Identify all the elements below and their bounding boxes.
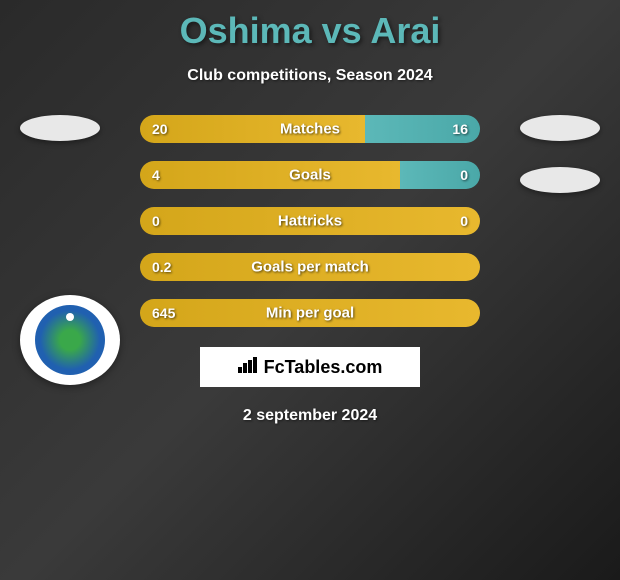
- stat-label: Goals: [289, 167, 331, 184]
- subtitle: Club competitions, Season 2024: [0, 67, 620, 85]
- value-left: 645: [152, 305, 175, 321]
- watermark-text: FcTables.com: [264, 357, 383, 378]
- value-left: 4: [152, 167, 160, 183]
- stat-row-min-per-goal: 645 Min per goal: [0, 299, 620, 327]
- stat-label: Matches: [280, 121, 340, 138]
- value-right: 16: [452, 121, 468, 137]
- stat-row-goals-per-match: 0.2 Goals per match: [0, 253, 620, 281]
- value-left: 0.2: [152, 259, 171, 275]
- bar-container: 4 Goals 0: [140, 161, 480, 189]
- value-right: 0: [460, 213, 468, 229]
- stat-label: Min per goal: [266, 305, 354, 322]
- value-left: 0: [152, 213, 160, 229]
- stat-row-matches: 20 Matches 16: [0, 115, 620, 143]
- bar-container: 20 Matches 16: [140, 115, 480, 143]
- value-left: 20: [152, 121, 168, 137]
- bar-container: 0.2 Goals per match: [140, 253, 480, 281]
- bar-left: [140, 161, 400, 189]
- stat-label: Goals per match: [251, 259, 369, 276]
- stat-label: Hattricks: [278, 213, 342, 230]
- stats-container: 20 Matches 16 4 Goals 0 0 Hattricks 0 0.…: [0, 115, 620, 327]
- date-text: 2 september 2024: [0, 407, 620, 425]
- page-title: Oshima vs Arai: [0, 0, 620, 52]
- bar-container: 645 Min per goal: [140, 299, 480, 327]
- bar-container: 0 Hattricks 0: [140, 207, 480, 235]
- stat-row-hattricks: 0 Hattricks 0: [0, 207, 620, 235]
- stat-row-goals: 4 Goals 0: [0, 161, 620, 189]
- watermark: FcTables.com: [200, 347, 420, 387]
- chart-icon: [238, 357, 258, 378]
- value-right: 0: [460, 167, 468, 183]
